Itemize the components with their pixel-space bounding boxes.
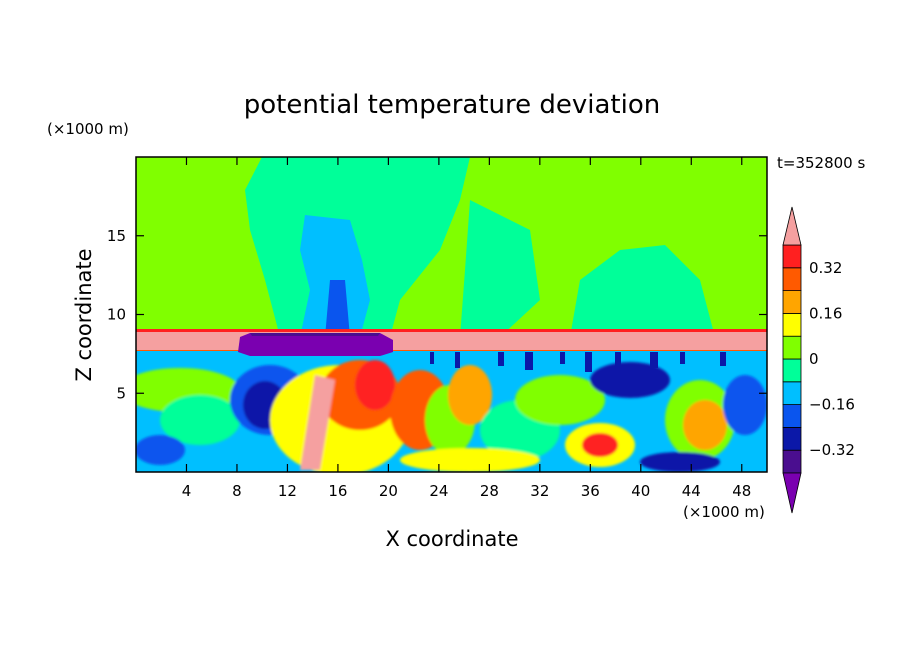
x-tick-label: 20 [379,482,398,500]
colorbar-segment [782,244,802,269]
x-tick-label: 28 [480,482,499,500]
y-tick-label: 5 [116,384,126,402]
y-axis-label: Z coordinate [72,248,96,381]
x-tick-label: 8 [232,482,242,500]
colorbar-extend-low [782,472,802,514]
x-tick-label: 4 [182,482,192,500]
colorbar-segment [782,404,802,428]
x-tick-label: 24 [429,482,448,500]
colorbar-segment [782,267,802,291]
x-axis-ticks: 4 8 12 16 20 24 28 32 36 40 44 48 [182,157,751,500]
plot-field [136,157,767,472]
x-tick-label: 40 [631,482,650,500]
y-tick-label: 10 [107,306,126,324]
x-tick-label: 16 [328,482,347,500]
chart-title: potential temperature deviation [244,90,660,120]
x-tick-label: 48 [732,482,751,500]
x-tick-label: 36 [581,482,600,500]
colorbar-segment [782,381,802,405]
colorbar-segment [782,426,802,451]
colorbar-segment [782,358,802,383]
x-tick-label: 44 [682,482,701,500]
x-axis-label: X coordinate [385,527,518,551]
colorbar-tick-label: 0.16 [809,304,842,322]
colorbar-tick-label: 0 [809,350,819,368]
colorbar-tick-label: −0.16 [809,396,855,414]
colorbar-extend-high [782,206,802,246]
y-axis-ticks: 5 10 15 [107,227,767,402]
colorbar: −0.32 −0.16 0 0.16 0.32 [782,206,855,514]
colorbar-segment [782,312,802,337]
y-tick-label: 15 [107,227,126,245]
colorbar-segment [782,290,802,314]
colorbar-segment [782,449,802,474]
colorbar-tick-label: −0.32 [809,441,855,459]
x-tick-label: 32 [530,482,549,500]
colorbar-tick-label: 0.32 [809,259,842,277]
x-tick-label: 12 [278,482,297,500]
time-label: t=352800 s [777,154,865,172]
colorbar-segment [782,335,802,360]
y-unit-label: (×1000 m) [47,120,129,138]
x-unit-label: (×1000 m) [683,503,765,521]
